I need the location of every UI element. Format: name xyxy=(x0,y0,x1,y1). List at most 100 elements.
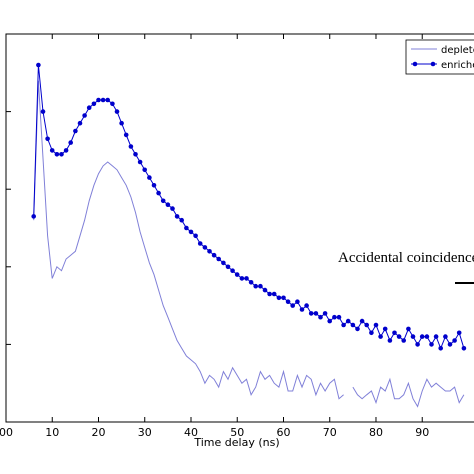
data-point-enriched-97 xyxy=(452,338,457,343)
x-tick-label-10: 10 xyxy=(45,426,59,439)
data-point-enriched-38 xyxy=(179,217,184,223)
data-point-enriched-56 xyxy=(262,287,268,293)
data-point-enriched-93 xyxy=(433,334,439,339)
data-point-enriched-33 xyxy=(156,190,161,196)
data-point-enriched-81 xyxy=(378,334,383,339)
data-point-enriched-95 xyxy=(443,334,448,339)
data-point-enriched-61 xyxy=(285,299,291,305)
data-point-enriched-36 xyxy=(170,206,175,211)
data-point-enriched-28 xyxy=(133,152,138,157)
data-point-enriched-29 xyxy=(137,159,143,165)
series-enriched xyxy=(31,62,467,351)
data-point-enriched-65 xyxy=(304,303,309,308)
data-point-enriched-99 xyxy=(461,346,467,351)
data-point-enriched-80 xyxy=(373,322,379,328)
data-point-enriched-23 xyxy=(110,101,115,107)
x-tick-label-50: 50 xyxy=(230,426,244,439)
data-point-enriched-37 xyxy=(174,214,180,219)
data-point-enriched-9 xyxy=(45,136,50,142)
data-point-enriched-17 xyxy=(82,113,87,118)
data-point-enriched-59 xyxy=(276,295,282,301)
data-point-enriched-94 xyxy=(438,346,444,351)
data-point-enriched-53 xyxy=(248,280,254,285)
data-point-enriched-58 xyxy=(271,291,277,297)
data-point-enriched-14 xyxy=(68,140,73,145)
data-point-enriched-19 xyxy=(91,101,97,107)
data-point-enriched-32 xyxy=(151,183,157,188)
data-point-enriched-50 xyxy=(234,272,240,277)
data-point-enriched-35 xyxy=(165,202,171,207)
x-tick-label-90: 90 xyxy=(415,426,429,439)
annotation-text: Accidental coincidences xyxy=(338,250,474,266)
data-point-enriched-54 xyxy=(253,283,258,289)
data-point-enriched-87 xyxy=(406,326,411,332)
data-point-enriched-72 xyxy=(336,314,342,320)
data-point-enriched-91 xyxy=(424,334,430,339)
data-point-enriched-8 xyxy=(40,109,46,114)
series-depleted xyxy=(33,80,465,408)
data-point-enriched-34 xyxy=(160,198,166,204)
data-point-enriched-90 xyxy=(419,334,425,339)
data-point-enriched-88 xyxy=(410,334,416,339)
x-tick-label-0: 00 xyxy=(0,426,13,439)
data-point-enriched-71 xyxy=(332,314,337,320)
data-point-enriched-44 xyxy=(207,249,212,254)
legend-enriched-marker-1 xyxy=(412,61,418,67)
x-tick-label-20: 20 xyxy=(91,426,105,439)
x-tick-label-40: 40 xyxy=(184,426,198,439)
data-point-enriched-11 xyxy=(54,152,60,157)
series-line-depleted xyxy=(33,80,465,408)
data-point-enriched-42 xyxy=(197,241,203,246)
data-point-enriched-96 xyxy=(447,342,453,347)
data-point-enriched-41 xyxy=(193,233,198,239)
data-point-enriched-52 xyxy=(244,276,249,281)
data-point-enriched-22 xyxy=(105,97,110,103)
legend-enriched-label: enriched xyxy=(441,60,474,71)
x-tick-label-30: 30 xyxy=(138,426,152,439)
legend-enriched-marker-2 xyxy=(430,61,436,67)
data-point-enriched-98 xyxy=(456,330,462,336)
x-tick-label-80: 80 xyxy=(369,426,383,439)
legend: depleted enriched xyxy=(405,39,474,75)
tick-group: 00 10 20 30 40 50 60 70 80 90 xyxy=(0,34,429,439)
x-tick-label-60: 60 xyxy=(276,426,290,439)
data-point-enriched-48 xyxy=(225,264,231,270)
data-point-enriched-21 xyxy=(100,97,106,103)
data-point-enriched-55 xyxy=(258,283,263,289)
data-point-enriched-78 xyxy=(364,322,370,328)
data-point-enriched-43 xyxy=(202,245,208,250)
data-point-enriched-39 xyxy=(184,225,189,231)
data-point-enriched-70 xyxy=(327,318,333,324)
data-point-enriched-6 xyxy=(31,214,36,219)
data-point-enriched-75 xyxy=(350,322,356,328)
data-point-enriched-20 xyxy=(96,97,101,103)
data-point-enriched-69 xyxy=(322,311,328,316)
data-point-enriched-30 xyxy=(142,167,147,173)
data-point-enriched-77 xyxy=(359,318,365,324)
data-point-enriched-89 xyxy=(415,342,420,347)
data-point-enriched-86 xyxy=(401,338,407,343)
data-point-enriched-13 xyxy=(63,148,69,153)
data-point-enriched-47 xyxy=(221,260,226,266)
data-point-enriched-49 xyxy=(230,268,235,274)
data-point-enriched-63 xyxy=(295,299,300,305)
x-tick-label-70: 70 xyxy=(323,426,337,439)
legend-box xyxy=(405,39,474,75)
data-point-enriched-12 xyxy=(59,152,64,157)
data-point-enriched-60 xyxy=(281,295,286,301)
x-axis-label: Time delay (ns) xyxy=(193,436,279,449)
plot-frame xyxy=(5,33,474,423)
data-point-enriched-27 xyxy=(128,144,134,149)
data-point-enriched-24 xyxy=(114,109,120,114)
data-point-enriched-18 xyxy=(86,105,92,110)
data-point-enriched-31 xyxy=(147,175,152,180)
data-point-enriched-40 xyxy=(188,229,194,235)
data-point-enriched-83 xyxy=(387,338,393,343)
data-point-enriched-46 xyxy=(216,256,221,262)
series-layer xyxy=(31,62,467,408)
data-point-enriched-68 xyxy=(318,314,323,320)
data-point-enriched-16 xyxy=(77,120,83,126)
data-point-enriched-73 xyxy=(341,322,346,328)
data-point-enriched-74 xyxy=(345,318,351,324)
